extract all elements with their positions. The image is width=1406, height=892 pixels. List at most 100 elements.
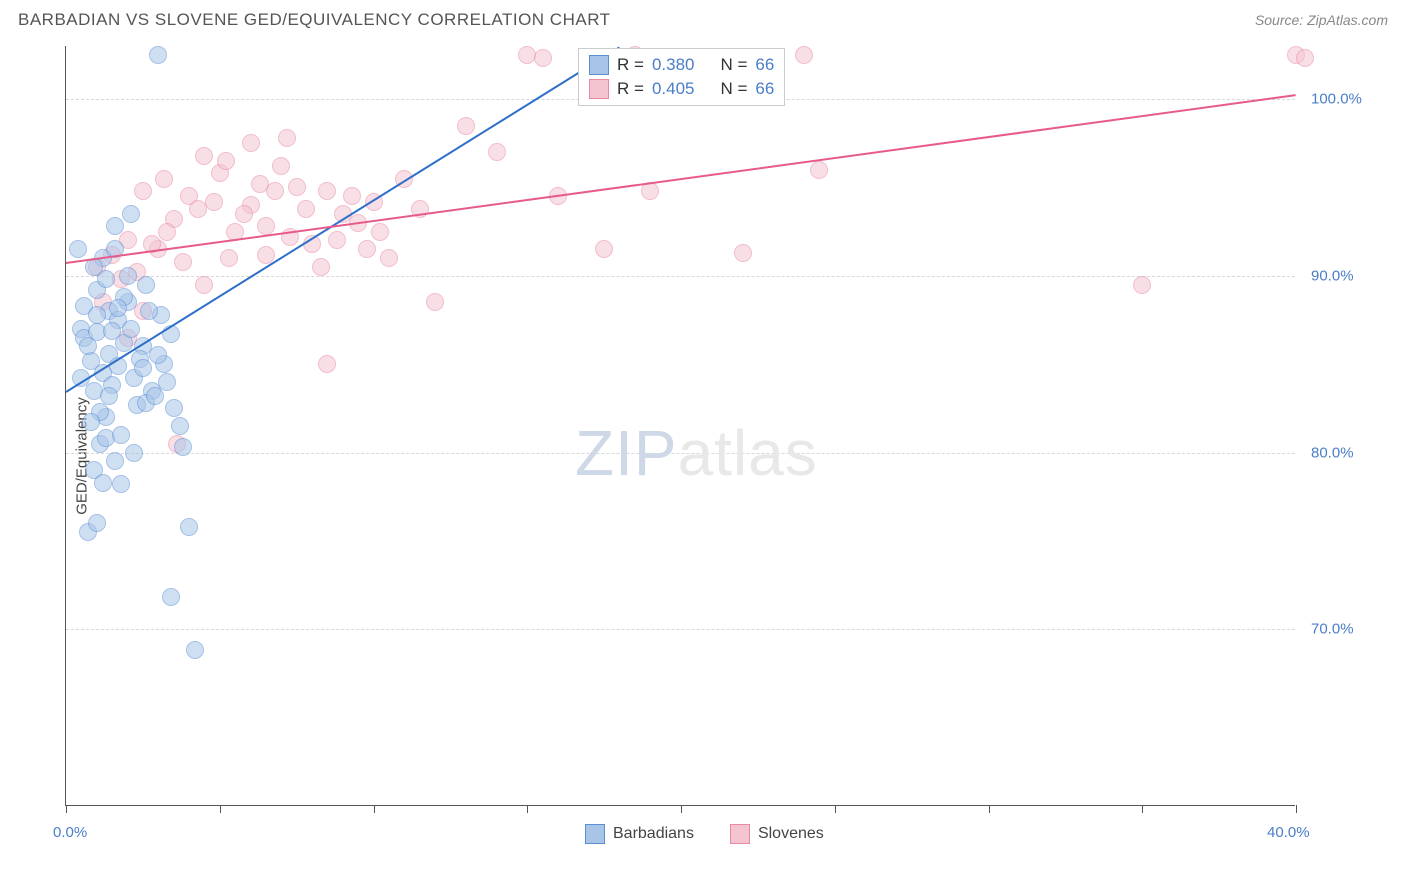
slovenes-point [734,244,752,262]
slovenes-point [810,161,828,179]
barbadians-point [158,373,176,391]
slovenes-point [235,205,253,223]
legend-r-label: R = [617,55,644,75]
slovenes-point [328,231,346,249]
legend-label-a: Barbadians [613,825,694,843]
barbadians-point [146,387,164,405]
barbadians-point [103,322,121,340]
barbadians-point [149,46,167,64]
slovenes-point [371,223,389,241]
barbadians-point [100,387,118,405]
barbadians-point [137,276,155,294]
barbadians-point [97,270,115,288]
barbadians-point [109,299,127,317]
barbadians-point [112,475,130,493]
x-tick [527,805,528,813]
x-tick-label: 40.0% [1267,824,1310,841]
slovenes-point [358,240,376,258]
barbadians-point [165,399,183,417]
legend-n-label: N = [720,55,747,75]
slovenes-point [288,178,306,196]
legend-r-b: 0.405 [652,79,695,99]
correlation-legend: R = 0.380 N = 66 R = 0.405 N = 66 [578,48,785,106]
barbadians-point [149,346,167,364]
x-tick [374,805,375,813]
slovenes-point [488,143,506,161]
legend-r-a: 0.380 [652,55,695,75]
slovenes-point [174,253,192,271]
y-tick-label: 80.0% [1311,444,1354,461]
slovenes-point [278,129,296,147]
slovenes-point [1133,276,1151,294]
swatch-slovenes-icon [730,824,750,844]
slovenes-point [343,187,361,205]
barbadians-point [122,320,140,338]
barbadians-point [112,426,130,444]
slovenes-point [195,276,213,294]
slovenes-point [242,134,260,152]
slovenes-point [217,152,235,170]
slovenes-point [426,293,444,311]
legend-n-label: N = [720,79,747,99]
x-tick [835,805,836,813]
slovenes-point [595,240,613,258]
legend-label-b: Slovenes [758,825,824,843]
slovenes-point [220,249,238,267]
barbadians-point [171,417,189,435]
swatch-barbadians-icon [585,824,605,844]
gridline [66,453,1295,454]
barbadians-point [106,217,124,235]
slovenes-point [795,46,813,64]
slovenes-point [134,182,152,200]
slovenes-point [318,355,336,373]
barbadians-point [122,205,140,223]
slovenes-point [457,117,475,135]
slovenes-point [195,147,213,165]
slovenes-point [158,223,176,241]
x-tick [681,805,682,813]
legend-item-a: Barbadians [585,824,694,844]
x-tick [989,805,990,813]
slovenes-point [205,193,223,211]
legend-n-a: 66 [755,55,774,75]
barbadians-point [186,641,204,659]
x-tick [1296,805,1297,813]
slovenes-point [257,217,275,235]
gridline [66,629,1295,630]
legend-row-b: R = 0.405 N = 66 [589,77,774,101]
barbadians-point [140,302,158,320]
barbadians-point [174,438,192,456]
slovenes-point [534,49,552,67]
slovenes-point [155,170,173,188]
y-tick-label: 100.0% [1311,91,1362,108]
slovenes-point [1296,49,1314,67]
barbadians-point [162,588,180,606]
chart-title: BARBADIAN VS SLOVENE GED/EQUIVALENCY COR… [18,10,611,30]
slovenes-trendline [66,94,1296,264]
slovenes-point [312,258,330,276]
barbadians-point [119,267,137,285]
x-tick [220,805,221,813]
plot-region: 70.0%80.0%90.0%100.0% [65,46,1295,806]
slovenes-point [272,157,290,175]
barbadians-point [88,514,106,532]
barbadians-point [125,444,143,462]
x-tick [1142,805,1143,813]
legend-row-a: R = 0.380 N = 66 [589,53,774,77]
barbadians-point [94,474,112,492]
chart-source: Source: ZipAtlas.com [1255,12,1388,28]
legend-item-b: Slovenes [730,824,824,844]
x-tick-label: 0.0% [53,824,87,841]
y-tick-label: 70.0% [1311,621,1354,638]
barbadians-point [88,306,106,324]
y-tick-label: 90.0% [1311,267,1354,284]
barbadians-point [134,359,152,377]
chart-area: GED/Equivalency 70.0%80.0%90.0%100.0% ZI… [15,36,1391,876]
barbadians-point [82,413,100,431]
barbadians-point [69,240,87,258]
barbadians-point [106,452,124,470]
swatch-barbadians-icon [589,55,609,75]
barbadians-point [180,518,198,536]
slovenes-point [318,182,336,200]
slovenes-point [380,249,398,267]
